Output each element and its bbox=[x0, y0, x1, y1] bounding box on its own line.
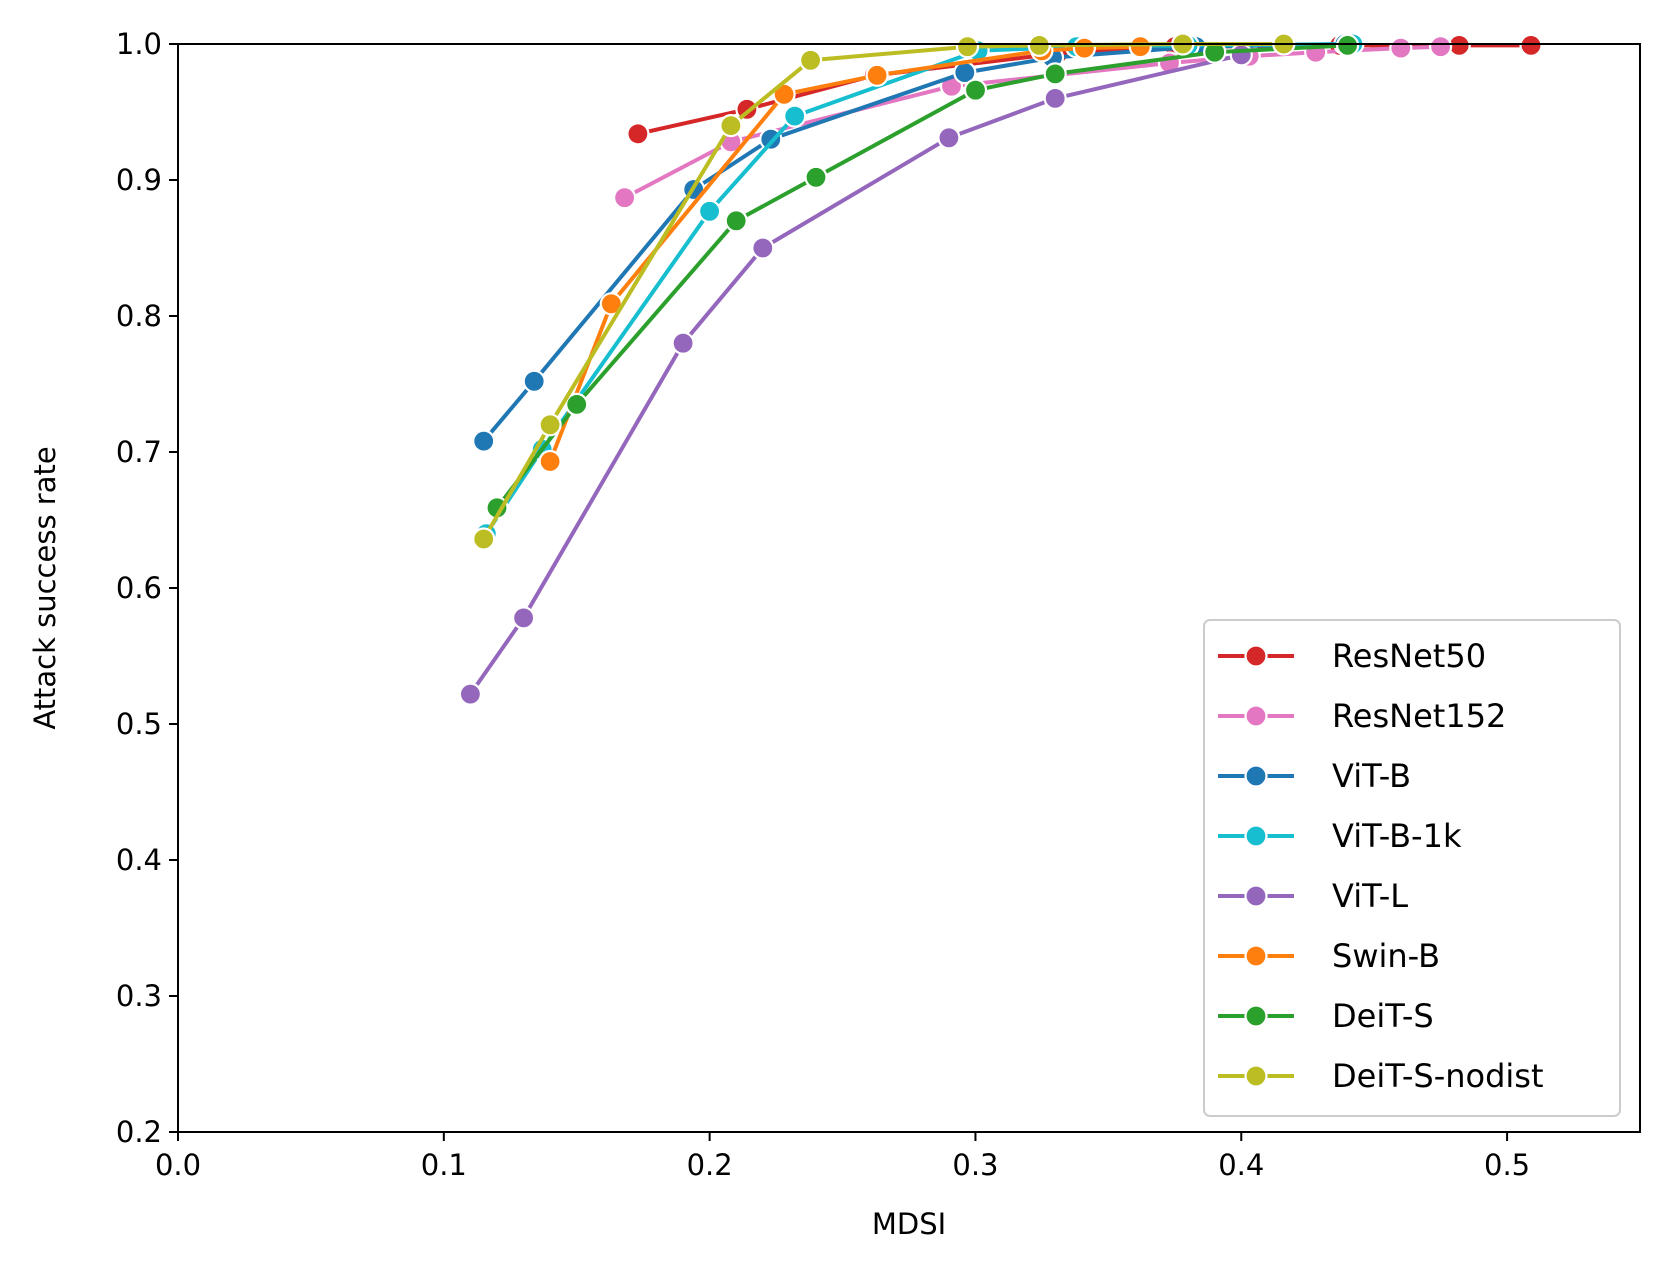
data-point-resnet50 bbox=[1519, 33, 1543, 58]
legend-label-deit-s: DeiT-S bbox=[1332, 997, 1434, 1035]
y-tick-label: 0.4 bbox=[116, 843, 162, 877]
y-tick-label: 1.0 bbox=[116, 27, 162, 61]
data-point-deit-s-nodist bbox=[719, 113, 743, 138]
axes-layer: 0.0 0.1 0.2 0.3 0.4 0.5 0.2 0.3 0.4 0.5 0.6 0.7 0.8 0… bbox=[116, 27, 1641, 1182]
legend-marker-vit-b-1k bbox=[1244, 824, 1268, 848]
data-point-deit-s bbox=[963, 78, 988, 102]
legend-marker-vit-l bbox=[1244, 884, 1268, 908]
legend-item-vit-b: ViT-B bbox=[1218, 757, 1411, 795]
data-point-deit-s-nodist bbox=[1027, 33, 1051, 58]
data-point-vit-l bbox=[1229, 43, 1253, 67]
y-tick-label: 0.5 bbox=[116, 707, 162, 741]
legend-marker-resnet50 bbox=[1244, 644, 1268, 668]
legend-label-vit-l: ViT-L bbox=[1332, 877, 1408, 915]
legend-label-vit-b: ViT-B bbox=[1332, 757, 1411, 795]
series-deit-s bbox=[485, 33, 1360, 520]
y-tick-label: 0.6 bbox=[116, 571, 162, 605]
legend-marker-deit-s-nodist bbox=[1244, 1064, 1268, 1088]
legend-item-deit-s-nodist: DeiT-S-nodist bbox=[1218, 1057, 1544, 1095]
data-point-deit-s bbox=[1335, 33, 1360, 58]
data-point-deit-s-nodist bbox=[955, 35, 980, 59]
data-point-deit-s-nodist bbox=[472, 527, 496, 551]
data-point-vit-l bbox=[458, 682, 482, 706]
legend-label-swin-b: Swin-B bbox=[1332, 937, 1440, 975]
data-point-vit-b bbox=[522, 369, 546, 393]
legend: ResNet50 ResNet152 ViT-B ViT-B-1k ViT-L Swin-… bbox=[1203, 619, 1621, 1117]
x-tick-label: 0.5 bbox=[1484, 1148, 1530, 1182]
x-axis-title: MDSI bbox=[872, 1207, 946, 1241]
x-tick-label: 0.2 bbox=[687, 1148, 733, 1182]
data-point-deit-s bbox=[1203, 40, 1227, 64]
data-point-vit-l bbox=[671, 331, 695, 355]
data-point-vit-b-1k bbox=[697, 199, 722, 223]
x-tick-label: 0.0 bbox=[155, 1148, 201, 1182]
legend-item-swin-b: Swin-B bbox=[1218, 937, 1440, 975]
legend-label-vit-b-1k: ViT-B-1k bbox=[1332, 817, 1462, 855]
data-point-vit-l bbox=[1043, 86, 1067, 111]
legend-item-vit-l: ViT-L bbox=[1218, 877, 1408, 915]
data-point-deit-s bbox=[724, 209, 748, 233]
data-point-deit-s-nodist bbox=[538, 413, 562, 437]
y-axis-title: Attack success rate bbox=[28, 446, 62, 729]
legend-frame bbox=[1203, 619, 1621, 1117]
y-tick-label: 0.9 bbox=[116, 163, 162, 197]
data-point-vit-l bbox=[511, 606, 536, 630]
data-point-resnet50 bbox=[626, 122, 650, 146]
data-point-swin-b bbox=[865, 63, 889, 87]
data-point-resnet152 bbox=[1389, 36, 1413, 60]
legend-marker-resnet152 bbox=[1244, 704, 1268, 728]
series-line-deit-s bbox=[495, 43, 1350, 510]
data-point-swin-b bbox=[538, 449, 562, 474]
data-point-swin-b bbox=[1072, 36, 1097, 60]
legend-marker-swin-b bbox=[1244, 944, 1268, 968]
legend-item-vit-b-1k: ViT-B-1k bbox=[1218, 817, 1462, 855]
legend-marker-vit-b bbox=[1244, 764, 1268, 788]
data-point-deit-s bbox=[565, 392, 589, 416]
data-point-vit-b bbox=[472, 429, 496, 453]
y-tick-label: 0.8 bbox=[116, 299, 162, 333]
data-point-resnet152 bbox=[1428, 35, 1453, 59]
data-point-deit-s bbox=[804, 165, 828, 189]
x-tick-label: 0.3 bbox=[952, 1148, 998, 1182]
legend-item-resnet50: ResNet50 bbox=[1218, 637, 1486, 675]
data-point-vit-l bbox=[751, 236, 775, 260]
data-point-swin-b bbox=[1128, 35, 1152, 59]
data-point-deit-s bbox=[1043, 62, 1067, 86]
legend-marker-deit-s bbox=[1244, 1004, 1268, 1028]
legend-label-resnet152: ResNet152 bbox=[1332, 697, 1506, 735]
y-tick-label: 0.3 bbox=[116, 979, 162, 1013]
x-tick-label: 0.4 bbox=[1218, 1148, 1264, 1182]
legend-label-resnet50: ResNet50 bbox=[1332, 637, 1486, 675]
data-point-vit-b bbox=[759, 127, 783, 151]
legend-item-deit-s: DeiT-S bbox=[1218, 997, 1434, 1035]
data-point-deit-s-nodist bbox=[798, 48, 823, 72]
legend-item-resnet152: ResNet152 bbox=[1218, 697, 1506, 735]
legend-label-deit-s-nodist: DeiT-S-nodist bbox=[1332, 1057, 1544, 1095]
data-point-vit-b-1k bbox=[783, 104, 807, 128]
series-layer bbox=[458, 32, 1543, 706]
y-tick-label: 0.7 bbox=[116, 435, 162, 469]
data-point-resnet152 bbox=[612, 186, 637, 210]
y-tick-label: 0.2 bbox=[116, 1115, 162, 1149]
x-tick-label: 0.1 bbox=[421, 1148, 467, 1182]
data-point-vit-l bbox=[937, 126, 961, 150]
